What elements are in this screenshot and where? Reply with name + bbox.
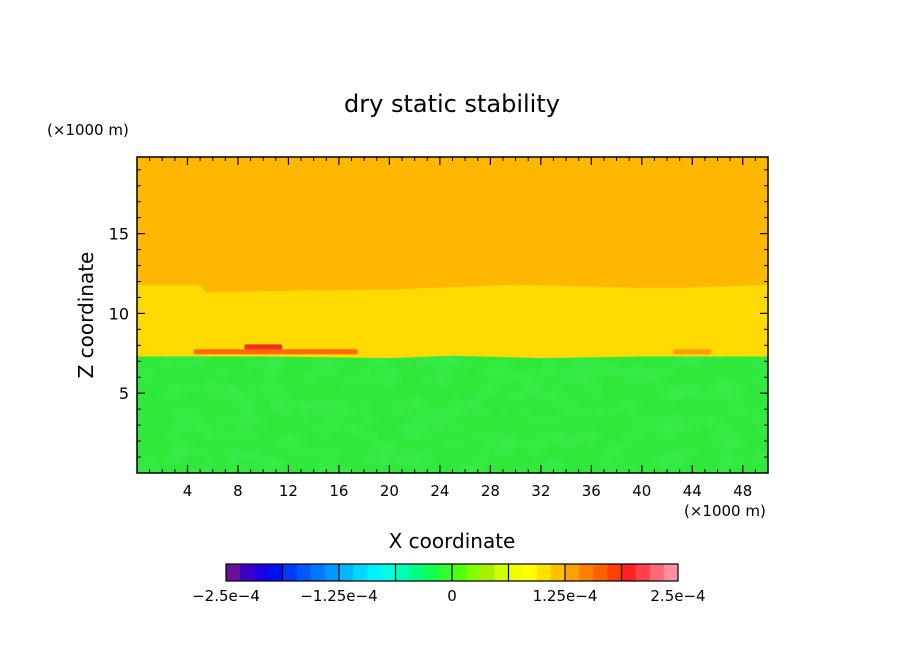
x-tick-label: 4 [183,482,193,500]
colorbar-swatch [395,564,411,581]
x-tick-label: 16 [329,482,348,500]
colorbar-swatch [324,564,340,581]
colorbar-swatch [339,564,354,581]
colorbar-tick-label: 1.25e−4 [533,587,598,605]
region-troposphere-texture [137,355,768,473]
x-axis-label: X coordinate [389,529,516,553]
colorbar-swatch [254,564,269,581]
x-tick-label: 8 [233,482,243,500]
colorbar-swatch [508,564,524,581]
colorbar-swatch [282,564,298,581]
x-tick-label: 24 [430,482,449,500]
colorbar-swatch [649,564,665,581]
patch-0 [193,349,358,355]
colorbar-swatch [663,564,679,581]
colorbar-swatch [296,564,312,581]
patch-1 [244,344,283,350]
colorbar-swatch [452,564,467,581]
colorbar-swatch [550,564,566,581]
x-tick-label: 28 [481,482,500,500]
colorbar-tick-label: −1.25e−4 [300,587,377,605]
colorbar-swatch [494,564,509,581]
colorbar-swatch [409,564,425,581]
colorbar-swatch [579,564,594,581]
colorbar-swatch [480,564,495,581]
plot-area [137,157,768,473]
colorbar-swatch [353,564,368,581]
colorbar-tick-label: −2.5e−4 [192,587,260,605]
colorbar-swatch [310,564,326,581]
x-tick-label: 48 [733,482,752,500]
y-tick-label: 5 [119,384,129,403]
colorbar-swatch [522,564,538,581]
colorbar-swatch [565,564,580,581]
colorbar-swatch [367,564,382,581]
colorbar-swatch [437,564,453,581]
colorbar-swatch [466,564,481,581]
x-tick-label: 40 [632,482,651,500]
x-tick-label: 12 [279,482,298,500]
colorbar-tick-label: 2.5e−4 [650,587,705,605]
x-tick-label: 36 [582,482,601,500]
y-axis-label: Z coordinate [74,252,98,379]
x-tick-label: 20 [380,482,399,500]
chart-title: dry static stability [344,90,560,118]
colorbar: −2.5e−4 −1.25e−4 0 1.25e−4 2.5e−4 [192,563,706,605]
x-unit-label: (×1000 m) [684,502,766,520]
colorbar-swatch [607,564,622,581]
colorbar-swatch [381,564,396,581]
y-tick-label: 15 [109,225,129,244]
colorbar-tick-label: 0 [447,587,457,605]
x-tick-label: 32 [531,482,550,500]
y-tick-label: 10 [109,304,129,323]
x-tick-label: 44 [683,482,702,500]
colorbar-swatch [240,564,255,581]
colorbar-swatch [423,564,439,581]
colorbar-swatch [621,564,637,581]
patch-2 [673,349,712,355]
colorbar-swatch [226,564,241,581]
y-unit-label: (×1000 m) [47,121,129,139]
colorbar-swatch [268,564,283,581]
colorbar-swatch [536,564,552,581]
colorbar-swatch [593,564,608,581]
colorbar-swatch [635,564,651,581]
